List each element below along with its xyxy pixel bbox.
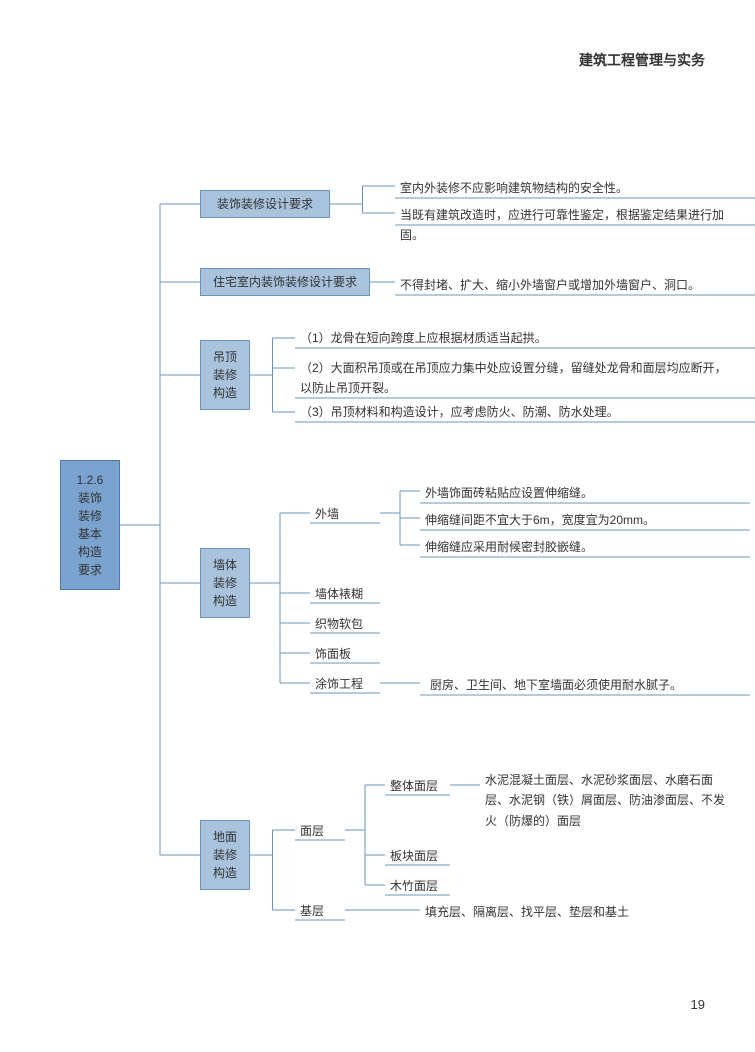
node-n3: 吊顶 装修 构造 (200, 340, 250, 410)
label-n5b: 基层 (300, 902, 324, 919)
leaf-n4a-2: 伸缩缝应采用耐候密封胶嵌缝。 (425, 537, 745, 557)
leaf-n1-0: 室内外装修不应影响建筑物结构的安全性。 (400, 178, 750, 198)
label-n4e: 涂饰工程 (315, 675, 363, 692)
leaf-n4a-0: 外墙饰面砖粘贴应设置伸缩缝。 (425, 483, 745, 503)
node-n2: 住宅室内装饰装修设计要求 (200, 268, 370, 296)
leaf-n3-1: （2）大面积吊顶或在吊顶应力集中处应设置分缝，留缝处龙骨和面层均应断开，以防止吊… (300, 358, 745, 399)
node-n1: 装饰装修设计要求 (200, 190, 330, 218)
page-number: 19 (691, 997, 705, 1012)
label-n4a: 外墙 (315, 505, 339, 522)
leaf-n2: 不得封堵、扩大、缩小外墙窗户或增加外墙窗户、洞口。 (400, 275, 750, 295)
label-n5a: 面层 (300, 822, 324, 839)
label-n5a2: 板块面层 (390, 847, 438, 864)
label-n4b: 墙体裱糊 (315, 585, 363, 602)
node-n4: 墙体 装修 构造 (200, 548, 250, 618)
leaf-n4e: 厨房、卫生间、地下室墙面必须使用耐水腻子。 (430, 675, 740, 695)
label-n5a3: 木竹面层 (390, 877, 438, 894)
label-n4c: 织物软包 (315, 615, 363, 632)
leaf-n3-2: （3）吊顶材料和构造设计，应考虑防火、防潮、防水处理。 (300, 402, 745, 422)
node-n5: 地面 装修 构造 (200, 820, 250, 890)
node-root: 1.2.6 装饰 装修 基本 构造 要求 (60, 460, 120, 590)
leaf-n4a-1: 伸缩缝间距不宜大于6m，宽度宜为20mm。 (425, 510, 745, 530)
label-n4d: 饰面板 (315, 645, 351, 662)
page-header: 建筑工程管理与实务 (579, 50, 705, 70)
leaf-n1-1: 当既有建筑改造时，应进行可靠性鉴定，根据鉴定结果进行加固。 (400, 205, 750, 246)
label-n5a1: 整体面层 (390, 777, 438, 794)
leaf-n5a1: 水泥混凝土面层、水泥砂浆面层、水磨石面层、水泥钢（铁）屑面层、防油渗面层、不发火… (485, 770, 740, 831)
leaf-n3-0: （1）龙骨在短向跨度上应根据材质适当起拱。 (300, 328, 745, 348)
leaf-n5b: 填充层、隔离层、找平层、垫层和基土 (425, 902, 735, 922)
